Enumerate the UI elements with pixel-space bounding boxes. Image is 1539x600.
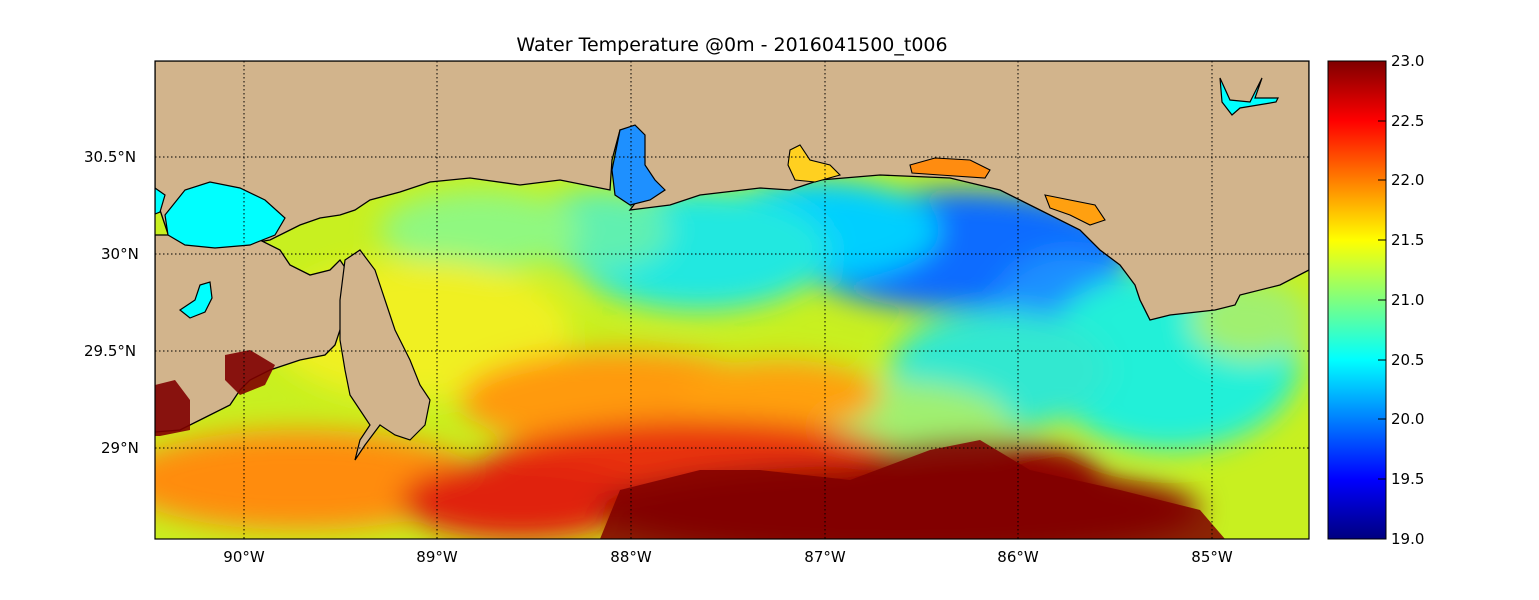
lon-tick-label: 85°W [1191, 548, 1233, 566]
colorbar-label: 22.5 [1391, 112, 1425, 130]
colorbar-label: 20.0 [1391, 410, 1425, 428]
lat-tick-label: 29.5°N [84, 342, 137, 360]
inland-lake [1219, 77, 1279, 116]
pensacola-bay [787, 144, 842, 183]
lat-tick-label: 30.5°N [84, 148, 137, 166]
map-frame [154, 60, 1310, 540]
river-delta [339, 249, 431, 461]
lat-tick-label: 29°N [101, 439, 139, 457]
lon-tick-label: 87°W [804, 548, 846, 566]
lon-tick-label: 86°W [997, 548, 1039, 566]
colorbar-label: 22.0 [1391, 171, 1425, 189]
st-andrew-bay [1044, 194, 1106, 226]
colorbar-label: 23.0 [1391, 52, 1425, 70]
map-title: Water Temperature @0m - 2016041500_t006 [516, 34, 948, 56]
colorbar-label: 21.0 [1391, 291, 1425, 309]
colorbar-label: 19.0 [1391, 530, 1425, 548]
colorbar-label: 21.5 [1391, 231, 1425, 249]
lon-tick-label: 88°W [610, 548, 652, 566]
lat-tick-label: 30°N [101, 245, 139, 263]
lake-pontchartrain [164, 181, 286, 249]
lake-west-edge [155, 187, 166, 215]
colorbar [1327, 60, 1387, 540]
map-area [155, 61, 1309, 539]
graticule [155, 61, 1309, 539]
lon-tick-label: 89°W [416, 548, 458, 566]
lon-tick-label: 90°W [223, 548, 265, 566]
colorbar-label: 19.5 [1391, 470, 1425, 488]
colorbar-ticks [1378, 60, 1386, 540]
mobile-bay [611, 124, 666, 206]
choctawhatchee-bay [909, 157, 991, 179]
colorbar-label: 20.5 [1391, 351, 1425, 369]
lake-small [178, 281, 213, 319]
